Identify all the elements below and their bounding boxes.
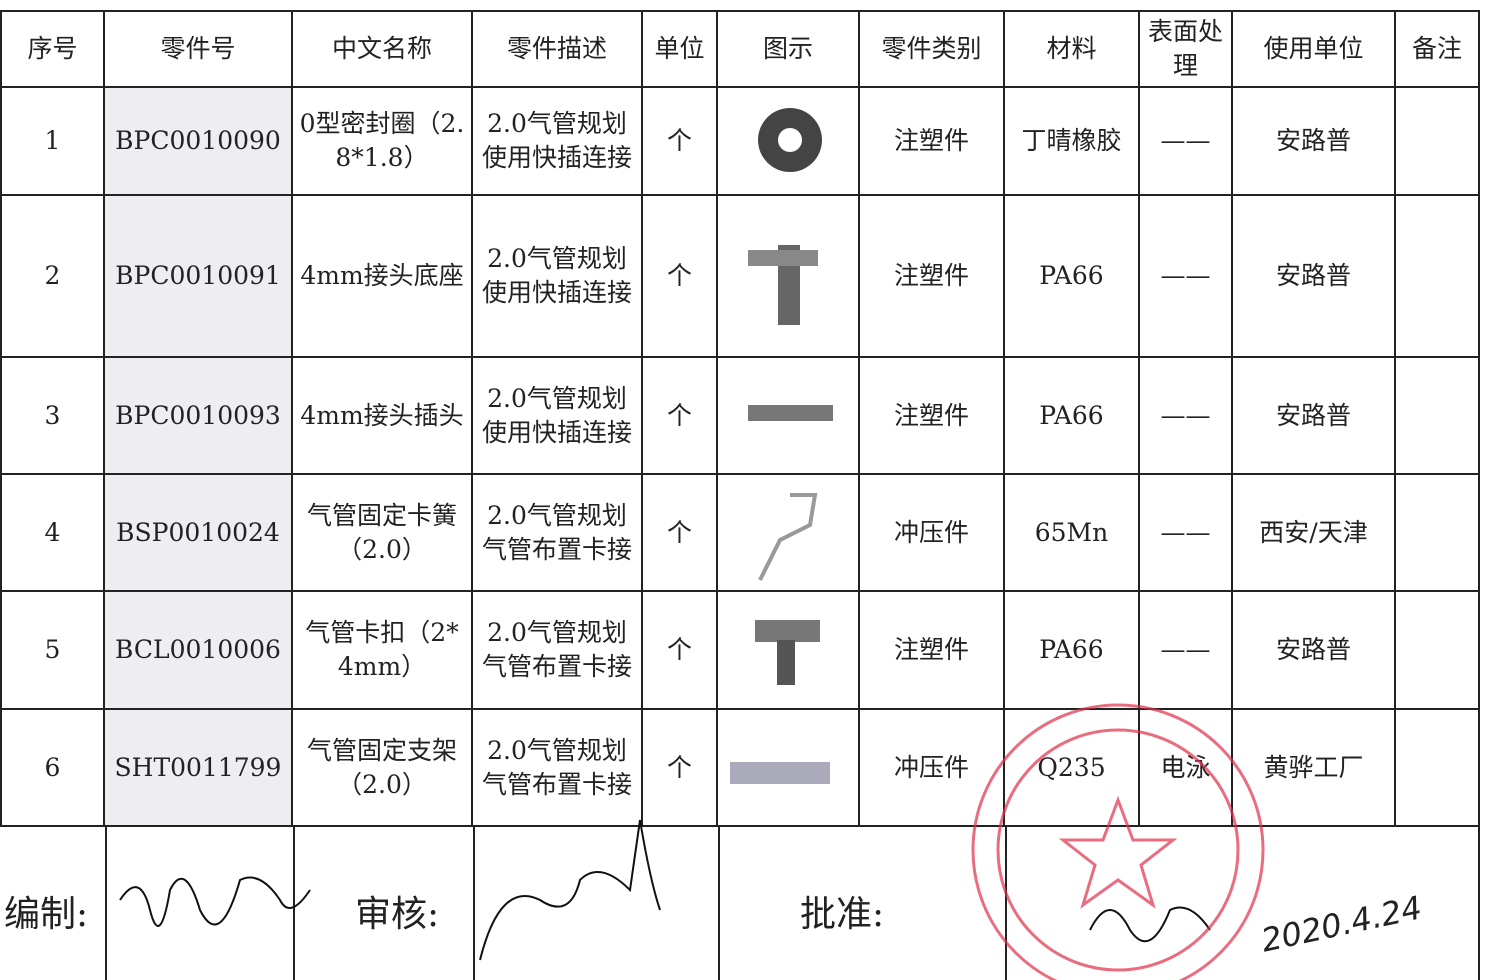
table-cell: PA66 bbox=[1005, 592, 1140, 710]
table-cell: 注塑件 bbox=[860, 88, 1005, 196]
table-cell: —— bbox=[1140, 358, 1233, 475]
table-cell: 冲压件 bbox=[860, 475, 1005, 592]
table-cell: 安路普 bbox=[1233, 88, 1396, 196]
divider bbox=[473, 827, 475, 980]
table-cell: 1 bbox=[0, 88, 105, 196]
table-cell: 注塑件 bbox=[860, 358, 1005, 475]
divider bbox=[293, 827, 295, 980]
table-cell: SHT0011799 bbox=[105, 710, 293, 827]
header-cell: 材料 bbox=[1005, 10, 1140, 88]
empty-cell bbox=[718, 196, 860, 358]
prepared-label: 编制: bbox=[4, 894, 89, 935]
table-cell: Q235 bbox=[1005, 710, 1140, 827]
table-cell: 2.0气管规划气管布置卡接 bbox=[473, 475, 643, 592]
table-cell: 丁晴橡胶 bbox=[1005, 88, 1140, 196]
table-cell: 个 bbox=[643, 358, 718, 475]
table-cell: 0型密封圈（2.8*1.8） bbox=[293, 88, 473, 196]
header-cell: 使用单位 bbox=[1233, 10, 1396, 88]
table-cell: 2.0气管规划使用快插连接 bbox=[473, 358, 643, 475]
table-cell: 气管固定支架（2.0） bbox=[293, 710, 473, 827]
table-cell: BPC0010090 bbox=[105, 88, 293, 196]
empty-cell bbox=[1396, 88, 1480, 196]
table-cell: 气管卡扣（2*4mm） bbox=[293, 592, 473, 710]
header-cell: 图示 bbox=[718, 10, 860, 88]
empty-cell bbox=[1396, 475, 1480, 592]
empty-cell bbox=[718, 88, 860, 196]
table-cell: BSP0010024 bbox=[105, 475, 293, 592]
table-cell: —— bbox=[1140, 592, 1233, 710]
header-cell: 序号 bbox=[0, 10, 105, 88]
table-cell: 安路普 bbox=[1233, 592, 1396, 710]
table-cell: 4mm接头底座 bbox=[293, 196, 473, 358]
table-cell: 5 bbox=[0, 592, 105, 710]
table-cell: 4 bbox=[0, 475, 105, 592]
empty-cell bbox=[1396, 710, 1480, 827]
table-cell: 注塑件 bbox=[860, 592, 1005, 710]
divider bbox=[718, 827, 720, 980]
table-cell: 个 bbox=[643, 592, 718, 710]
table-cell: 3 bbox=[0, 358, 105, 475]
empty-cell bbox=[718, 475, 860, 592]
table-cell: PA66 bbox=[1005, 358, 1140, 475]
table-cell: 个 bbox=[643, 88, 718, 196]
table-cell: 个 bbox=[643, 710, 718, 827]
table-cell: 2.0气管规划气管布置卡接 bbox=[473, 592, 643, 710]
header-cell: 中文名称 bbox=[293, 10, 473, 88]
table-cell: 电泳 bbox=[1140, 710, 1233, 827]
header-cell: 零件描述 bbox=[473, 10, 643, 88]
table-cell: —— bbox=[1140, 88, 1233, 196]
table-cell: 气管固定卡簧（2.0） bbox=[293, 475, 473, 592]
table-cell: 2.0气管规划使用快插连接 bbox=[473, 196, 643, 358]
table-cell: 4mm接头插头 bbox=[293, 358, 473, 475]
divider bbox=[1005, 827, 1007, 980]
table-cell: 黄骅工厂 bbox=[1233, 710, 1396, 827]
empty-cell bbox=[718, 710, 860, 827]
empty-cell bbox=[1396, 592, 1480, 710]
footer-grid bbox=[0, 827, 1480, 980]
empty-cell bbox=[718, 592, 860, 710]
table-cell: 注塑件 bbox=[860, 196, 1005, 358]
table-cell: 2.0气管规划使用快插连接 bbox=[473, 88, 643, 196]
table-cell: 安路普 bbox=[1233, 196, 1396, 358]
table-cell: 安路普 bbox=[1233, 358, 1396, 475]
table-cell: 6 bbox=[0, 710, 105, 827]
table-cell: BPC0010091 bbox=[105, 196, 293, 358]
table-cell: 个 bbox=[643, 196, 718, 358]
header-cell: 表面处理 bbox=[1140, 10, 1233, 88]
table-cell: —— bbox=[1140, 475, 1233, 592]
table-cell: BPC0010093 bbox=[105, 358, 293, 475]
header-cell: 零件类别 bbox=[860, 10, 1005, 88]
empty-cell bbox=[718, 358, 860, 475]
empty-cell bbox=[1396, 358, 1480, 475]
empty-cell bbox=[1396, 196, 1480, 358]
table-cell: 西安/天津 bbox=[1233, 475, 1396, 592]
table-cell: 2 bbox=[0, 196, 105, 358]
header-cell: 零件号 bbox=[105, 10, 293, 88]
table-cell: 个 bbox=[643, 475, 718, 592]
divider bbox=[105, 827, 107, 980]
table-cell: 65Mn bbox=[1005, 475, 1140, 592]
table-cell: —— bbox=[1140, 196, 1233, 358]
reviewed-label: 审核: bbox=[355, 894, 440, 935]
table-cell: PA66 bbox=[1005, 196, 1140, 358]
header-cell: 备注 bbox=[1396, 10, 1480, 88]
table-cell: 2.0气管规划气管布置卡接 bbox=[473, 710, 643, 827]
approved-label: 批准: bbox=[800, 894, 885, 935]
table-cell: 冲压件 bbox=[860, 710, 1005, 827]
table-cell: BCL0010006 bbox=[105, 592, 293, 710]
header-cell: 单位 bbox=[643, 10, 718, 88]
